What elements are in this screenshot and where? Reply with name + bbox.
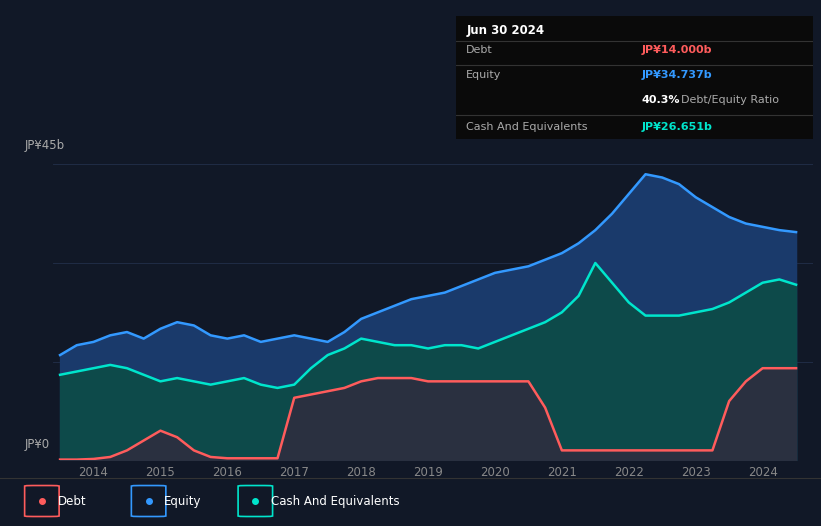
Text: Debt/Equity Ratio: Debt/Equity Ratio	[681, 95, 778, 105]
FancyBboxPatch shape	[25, 485, 59, 517]
Text: Cash And Equivalents: Cash And Equivalents	[466, 122, 588, 132]
Text: JP¥0: JP¥0	[25, 438, 50, 451]
Text: Debt: Debt	[466, 45, 493, 55]
Text: JP¥34.737b: JP¥34.737b	[641, 70, 712, 80]
Text: Debt: Debt	[57, 494, 86, 508]
FancyBboxPatch shape	[131, 485, 166, 517]
Text: 40.3%: 40.3%	[641, 95, 680, 105]
Text: Equity: Equity	[466, 70, 502, 80]
Text: Equity: Equity	[164, 494, 202, 508]
Text: JP¥14.000b: JP¥14.000b	[641, 45, 712, 55]
Text: JP¥45b: JP¥45b	[25, 139, 65, 153]
Text: Cash And Equivalents: Cash And Equivalents	[271, 494, 400, 508]
Text: Jun 30 2024: Jun 30 2024	[466, 24, 544, 37]
FancyBboxPatch shape	[238, 485, 273, 517]
Text: JP¥26.651b: JP¥26.651b	[641, 122, 713, 132]
